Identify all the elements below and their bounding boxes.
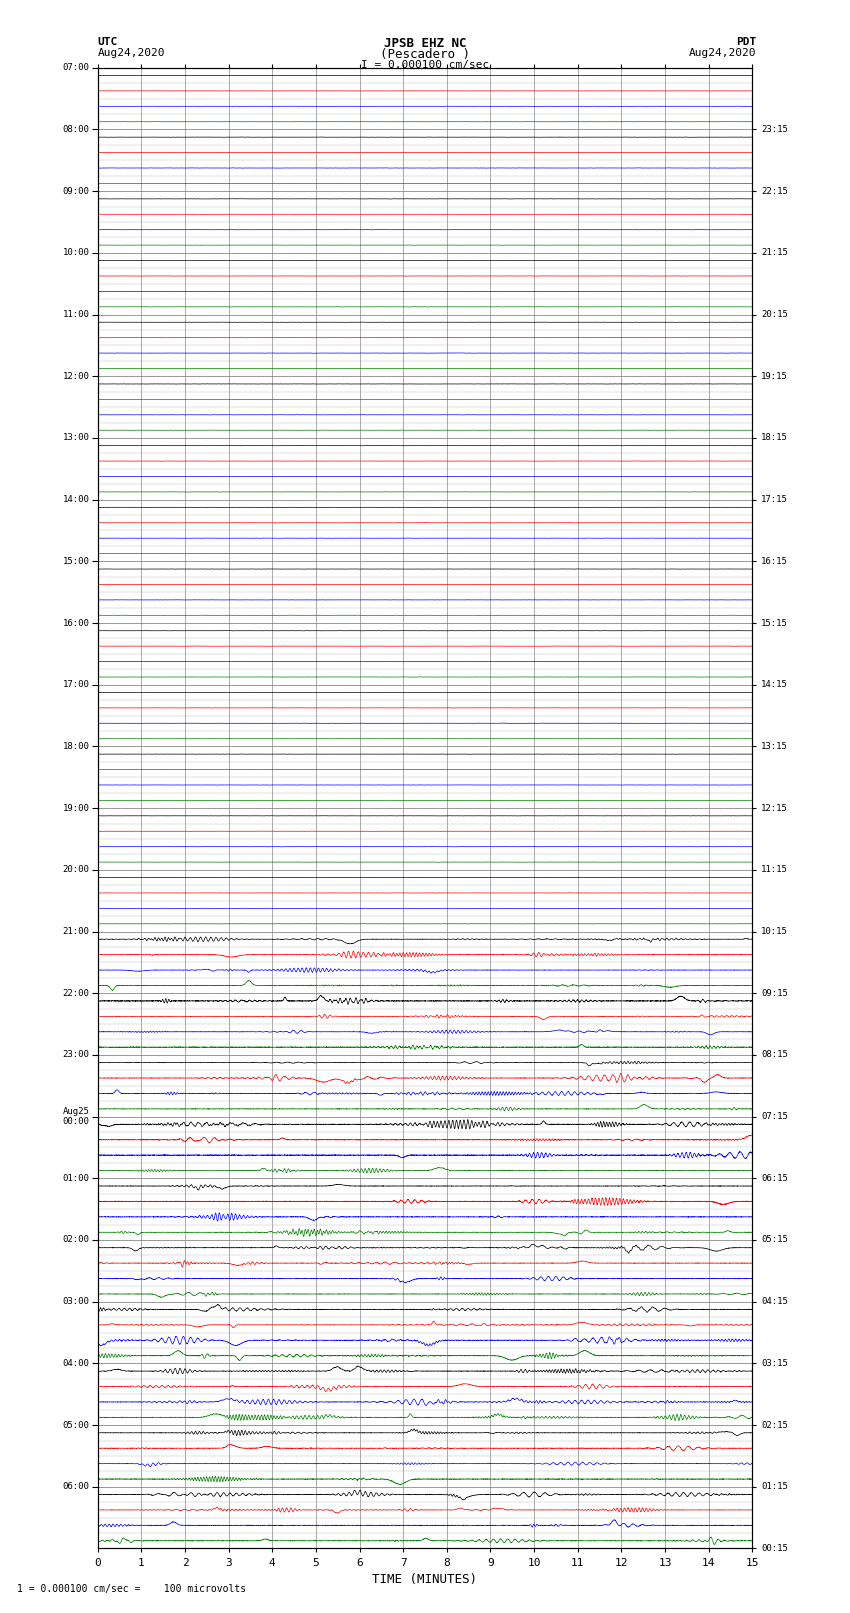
Text: Aug24,2020: Aug24,2020 [98,48,165,58]
Text: JPSB EHZ NC: JPSB EHZ NC [383,37,467,50]
Text: Aug24,2020: Aug24,2020 [689,48,756,58]
Text: (Pescadero ): (Pescadero ) [380,48,470,61]
Text: 1 = 0.000100 cm/sec =    100 microvolts: 1 = 0.000100 cm/sec = 100 microvolts [17,1584,246,1594]
Text: I = 0.000100 cm/sec: I = 0.000100 cm/sec [361,60,489,69]
Text: UTC: UTC [98,37,118,47]
Text: PDT: PDT [736,37,756,47]
X-axis label: TIME (MINUTES): TIME (MINUTES) [372,1573,478,1586]
